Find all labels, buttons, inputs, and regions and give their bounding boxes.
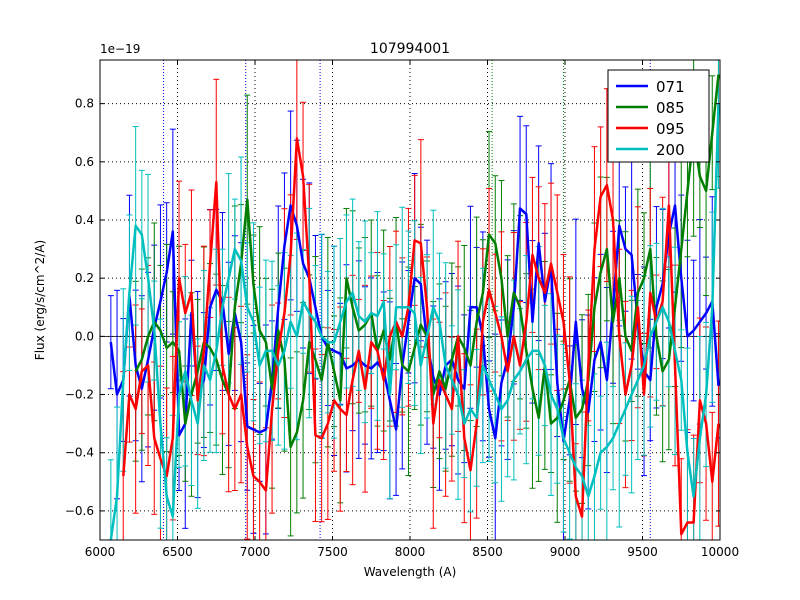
x-tick-label: 7000	[240, 545, 271, 559]
y-tick-label: 0.8	[75, 97, 94, 111]
legend-label-095: 095	[656, 120, 685, 138]
y-tick-label: 0.6	[75, 155, 94, 169]
y-tick-label: −0.2	[65, 388, 94, 402]
x-tick-label: 9000	[550, 545, 581, 559]
y-axis-label: Flux (erg/s/cm^2/A)	[33, 240, 47, 360]
legend-label-071: 071	[656, 78, 685, 96]
x-tick-label: 8500	[472, 545, 503, 559]
y-tick-label: 0.4	[75, 213, 94, 227]
legend-label-085: 085	[656, 99, 685, 117]
ticks: 6000 6500 7000 7500 8000 8500 9000 9500 10000 −0.…	[65, 60, 739, 559]
x-tick-label: 9500	[627, 545, 658, 559]
x-tick-label: 7500	[317, 545, 348, 559]
series-071-line	[109, 204, 720, 443]
chart-title: 107994001	[370, 41, 450, 57]
x-tick-label: 10000	[701, 545, 739, 559]
x-tick-label: 6500	[162, 545, 193, 559]
legend: 071 085 095 200	[607, 69, 710, 163]
y-tick-label: −0.6	[65, 504, 94, 518]
y-tick-label: 0.2	[75, 271, 94, 285]
series-095-line	[122, 137, 720, 536]
y-tick-label: −0.4	[65, 446, 94, 460]
y-scale-label: 1e−19	[100, 42, 140, 56]
series-lines	[109, 74, 720, 540]
y-tick-label: 0.0	[75, 329, 94, 343]
x-axis-label: Wavelength (A)	[364, 565, 457, 579]
legend-label-200: 200	[656, 141, 685, 159]
x-tick-label: 8000	[395, 545, 426, 559]
x-tick-label: 6000	[85, 545, 116, 559]
series-200-line	[109, 103, 720, 540]
